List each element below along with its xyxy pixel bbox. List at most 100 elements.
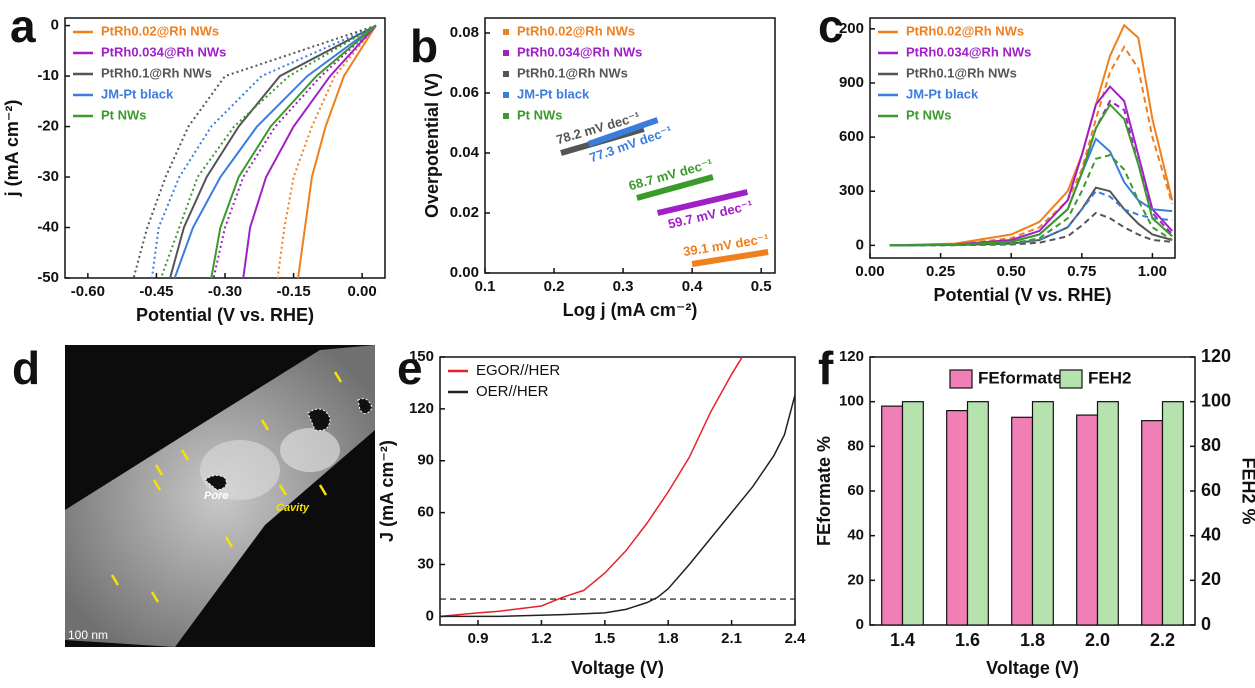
x-tick-label: 0.9 (468, 630, 489, 647)
series-line (210, 24, 377, 278)
y-tick-label: -30 (37, 168, 59, 185)
dashed-line (150, 24, 377, 278)
y2-tick-label: 80 (1201, 435, 1221, 455)
chart: f 0 20 40 60 80 100 120 0 20 40 60 80 100 120 Voltage (… (814, 342, 1255, 678)
legend-label: Pt NWs (101, 107, 147, 122)
chart: b 0.00 0.02 0.04 0.06 0.08 Log j (mA cm⁻²) Over… (410, 17, 776, 320)
nanowire (65, 345, 375, 647)
x-tick-label: 0.00 (855, 263, 884, 280)
legend-label: PtRh0.02@Rh NWs (101, 23, 219, 38)
legend-swatch (949, 369, 973, 389)
y2-tick-label: 60 (1201, 480, 1221, 500)
legend-label: PtRh0.034@Rh NWs (101, 44, 226, 59)
arrows (110, 371, 343, 603)
x-tick-label: 2.4 (785, 630, 807, 647)
bar (1011, 416, 1034, 626)
y-tick-label: -10 (37, 67, 59, 84)
pore (204, 474, 227, 491)
x-tick-label: 2.0 (1085, 630, 1110, 650)
x-tick-label: 1.5 (594, 630, 615, 647)
plot-frame (484, 17, 776, 274)
series-line (587, 117, 659, 147)
legend-label: PtRh0.1@Rh NWs (906, 65, 1017, 80)
series-line (636, 174, 714, 201)
legend-label: JM-Pt black (906, 86, 979, 101)
chart: c 0 300 600 900 200 Potential (V vs. RHE) 0.00 0… (818, 0, 1176, 305)
y2-tick-label: 0 (1201, 614, 1211, 634)
y-tick-label: 0.08 (450, 24, 479, 41)
y-axis-label: j (mA cm⁻²) (2, 100, 22, 198)
x-tick-label: -0.60 (71, 283, 105, 300)
dashed-line (889, 44, 1174, 247)
y-tick-label: -50 (37, 269, 59, 286)
y-tick-label: 0 (856, 616, 864, 633)
y-tick-label: 0 (426, 607, 434, 624)
y-tick-label: 0.02 (450, 204, 479, 221)
x-axis-label: Potential (V vs. RHE) (136, 305, 314, 325)
x-tick-label: 1.6 (955, 630, 980, 650)
x-tick-label: 0.75 (1067, 263, 1096, 280)
y-axis-label: Overpotential (V) (422, 73, 442, 218)
series-line (173, 24, 377, 278)
x-axis-label: Voltage (V) (571, 658, 664, 678)
chart: e 0 30 60 90 120 150 Voltage (V) J (mA cm⁻²) 0.9 1… (377, 342, 806, 678)
legend-label: PtRh0.1@Rh NWs (517, 65, 628, 80)
legend-label: Pt NWs (906, 107, 952, 122)
panel-label: e (397, 342, 423, 394)
y-tick-label: 0.04 (450, 144, 480, 161)
series-line (169, 24, 377, 278)
bar (1096, 401, 1119, 626)
y-tick-label: 90 (417, 452, 434, 469)
series-line (242, 24, 377, 278)
panel-label: b (410, 20, 438, 72)
series-line (297, 25, 377, 278)
x-tick-label: 0.3 (613, 278, 634, 295)
y-tick-label: 0 (51, 17, 59, 34)
x-tick-label: 1.8 (1020, 630, 1045, 650)
series-line (691, 249, 769, 267)
y-tick-label: 120 (839, 348, 864, 365)
bar (901, 401, 924, 626)
y-axis-label: FEformate % (814, 436, 834, 546)
panel-label: c (818, 0, 844, 52)
x-tick-label: 1.4 (890, 630, 915, 650)
bar (1161, 401, 1184, 626)
y-tick-label: 20 (847, 571, 864, 588)
dashed-line (160, 24, 377, 278)
y-tick-label: 100 (839, 393, 864, 410)
legend-label: JM-Pt black (517, 86, 590, 101)
legend-label: PtRh0.02@Rh NWs (906, 23, 1024, 38)
y-axis-label: J (mA cm⁻²) (377, 440, 397, 542)
legend-label: PtRh0.034@Rh NWs (906, 44, 1031, 59)
y2-tick-label: 100 (1201, 390, 1231, 410)
x-tick-label: -0.30 (208, 283, 242, 300)
chart: a 0 -10 -20 -30 -40 -50 Potential (V vs. RHE) j … (2, 0, 386, 325)
y-tick-label: 900 (839, 74, 864, 91)
legend-label: Pt NWs (517, 107, 563, 122)
x-tick-label: 0.50 (997, 263, 1026, 280)
legend-label: OER//HER (476, 383, 549, 400)
x-tick-label: 0.00 (348, 283, 377, 300)
bar (1031, 401, 1054, 626)
y-tick-label: 0.06 (450, 84, 479, 101)
legend-label: JM-Pt black (101, 86, 174, 101)
dashed-line (889, 153, 1173, 247)
legend-label: PtRh0.1@Rh NWs (101, 65, 212, 80)
y-tick-label: 30 (417, 555, 434, 572)
bar (966, 401, 989, 626)
x-axis-label: Log j (mA cm⁻²) (563, 300, 698, 320)
y2-tick-label: 120 (1201, 346, 1231, 366)
y-tick-label: 60 (847, 482, 864, 499)
x-tick-label: 2.2 (1150, 630, 1175, 650)
panel-label: a (10, 0, 36, 52)
y-tick-label: -20 (37, 118, 59, 135)
y-tick-label: 0.00 (450, 264, 479, 281)
y-tick-label: 40 (847, 527, 864, 544)
plot-frame (439, 356, 796, 626)
pore (307, 408, 331, 431)
legend-label: FEH2 (1088, 368, 1131, 387)
y-tick-label: 300 (839, 182, 864, 199)
x-tick-label: 0.2 (544, 278, 565, 295)
plot-area (132, 24, 377, 278)
